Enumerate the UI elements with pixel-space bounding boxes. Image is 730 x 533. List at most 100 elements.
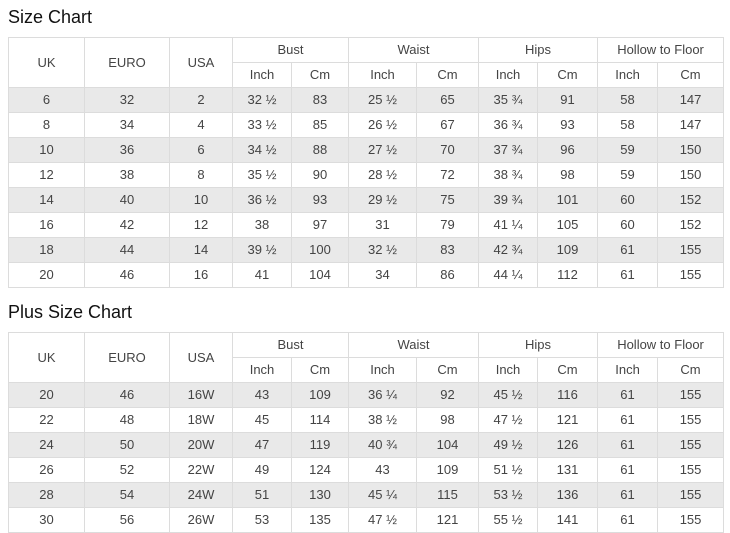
size-value-cell: 98	[537, 162, 599, 188]
size-value-cell: 24W	[169, 482, 233, 508]
size-value-cell: 45	[232, 407, 292, 433]
plus-size-chart-table: UK EURO USA Bust Waist Hips Hollow to Fl…	[8, 332, 725, 533]
column-header-hollow-inch: Inch	[597, 357, 659, 383]
size-value-cell: 152	[657, 187, 725, 213]
size-value-cell: 39 ¾	[478, 187, 539, 213]
size-value-cell: 28	[8, 482, 85, 508]
size-value-cell: 114	[290, 407, 350, 433]
plus-size-chart-body: 20 46 16W 43 109 36 ¼ 92 45 ½ 116 61 155 22 48 18W 45 1…	[8, 382, 725, 533]
size-value-cell: 72	[416, 162, 480, 188]
size-value-cell: 22W	[169, 457, 233, 483]
size-value-cell: 86	[416, 262, 480, 288]
column-group-hips: Hips	[478, 332, 599, 358]
size-value-cell: 54	[84, 482, 170, 508]
size-value-cell: 8	[169, 162, 233, 188]
column-header-hips-inch: Inch	[478, 62, 539, 88]
column-header-waist-cm: Cm	[416, 357, 480, 383]
size-value-cell: 14	[169, 237, 233, 263]
size-value-cell: 16	[8, 212, 85, 238]
size-value-cell: 92	[416, 382, 480, 408]
column-header-hips-cm: Cm	[537, 62, 599, 88]
size-value-cell: 20W	[169, 432, 233, 458]
size-value-cell: 22	[8, 407, 85, 433]
size-value-cell: 85	[290, 112, 350, 138]
size-value-cell: 96	[537, 137, 599, 163]
size-value-cell: 36 ¾	[478, 112, 539, 138]
size-value-cell: 36 ½	[232, 187, 292, 213]
size-value-cell: 147	[657, 87, 725, 113]
size-value-cell: 83	[290, 87, 350, 113]
size-value-cell: 30	[8, 507, 85, 533]
size-value-cell: 65	[416, 87, 480, 113]
size-value-cell: 109	[416, 457, 480, 483]
size-value-cell: 52	[84, 457, 170, 483]
size-chart-body: 6 32 2 32 ½ 83 25 ½ 65 35 ¾ 91 58 147 8 34 4 33 ½ 85 26 …	[8, 87, 725, 288]
size-value-cell: 4	[169, 112, 233, 138]
size-value-cell: 109	[290, 382, 350, 408]
size-value-cell: 24	[8, 432, 85, 458]
column-header-euro: EURO	[84, 332, 170, 383]
size-value-cell: 31	[348, 212, 418, 238]
plus-size-chart-header: UK EURO USA Bust Waist Hips Hollow to Fl…	[8, 332, 725, 383]
size-value-cell: 16W	[169, 382, 233, 408]
size-value-cell: 6	[8, 87, 85, 113]
table-row: 10 36 6 34 ½ 88 27 ½ 70 37 ¾ 96 59 150	[8, 137, 725, 163]
size-value-cell: 152	[657, 212, 725, 238]
column-header-hips-cm: Cm	[537, 357, 599, 383]
size-value-cell: 47 ½	[478, 407, 539, 433]
size-value-cell: 34 ½	[232, 137, 292, 163]
size-value-cell: 33 ½	[232, 112, 292, 138]
size-value-cell: 115	[416, 482, 480, 508]
size-value-cell: 135	[290, 507, 350, 533]
size-value-cell: 10	[169, 187, 233, 213]
size-value-cell: 109	[537, 237, 599, 263]
size-value-cell: 34	[84, 112, 170, 138]
size-value-cell: 116	[537, 382, 599, 408]
size-value-cell: 38	[232, 212, 292, 238]
size-value-cell: 155	[657, 457, 725, 483]
size-value-cell: 37 ¾	[478, 137, 539, 163]
size-value-cell: 8	[8, 112, 85, 138]
column-header-uk: UK	[8, 37, 85, 88]
size-value-cell: 83	[416, 237, 480, 263]
size-value-cell: 93	[537, 112, 599, 138]
size-value-cell: 39 ½	[232, 237, 292, 263]
size-value-cell: 47	[232, 432, 292, 458]
column-group-hollow-to-floor: Hollow to Floor	[597, 332, 725, 358]
size-value-cell: 61	[597, 507, 659, 533]
size-value-cell: 28 ½	[348, 162, 418, 188]
size-value-cell: 126	[537, 432, 599, 458]
size-value-cell: 32 ½	[348, 237, 418, 263]
column-header-bust-inch: Inch	[232, 357, 292, 383]
table-row: 6 32 2 32 ½ 83 25 ½ 65 35 ¾ 91 58 147	[8, 87, 725, 113]
size-value-cell: 88	[290, 137, 350, 163]
column-header-hollow-inch: Inch	[597, 62, 659, 88]
size-value-cell: 147	[657, 112, 725, 138]
table-row: 20 46 16W 43 109 36 ¼ 92 45 ½ 116 61 155	[8, 382, 725, 408]
size-value-cell: 90	[290, 162, 350, 188]
size-value-cell: 38 ½	[348, 407, 418, 433]
size-value-cell: 61	[597, 432, 659, 458]
column-group-waist: Waist	[348, 332, 480, 358]
size-value-cell: 112	[537, 262, 599, 288]
size-value-cell: 42	[84, 212, 170, 238]
size-value-cell: 48	[84, 407, 170, 433]
size-value-cell: 25 ½	[348, 87, 418, 113]
size-value-cell: 155	[657, 482, 725, 508]
size-value-cell: 46	[84, 262, 170, 288]
column-header-bust-inch: Inch	[232, 62, 292, 88]
size-value-cell: 32	[84, 87, 170, 113]
size-value-cell: 60	[597, 187, 659, 213]
size-chart-header: UK EURO USA Bust Waist Hips Hollow to Fl…	[8, 37, 725, 88]
size-value-cell: 47 ½	[348, 507, 418, 533]
size-value-cell: 61	[597, 457, 659, 483]
column-header-uk: UK	[8, 332, 85, 383]
size-value-cell: 29 ½	[348, 187, 418, 213]
plus-size-chart-title: Plus Size Chart	[8, 302, 133, 322]
size-value-cell: 104	[290, 262, 350, 288]
column-header-hollow-cm: Cm	[657, 357, 725, 383]
size-value-cell: 60	[597, 212, 659, 238]
size-value-cell: 6	[169, 137, 233, 163]
size-value-cell: 44	[84, 237, 170, 263]
table-row: 12 38 8 35 ½ 90 28 ½ 72 38 ¾ 98 59 150	[8, 162, 725, 188]
